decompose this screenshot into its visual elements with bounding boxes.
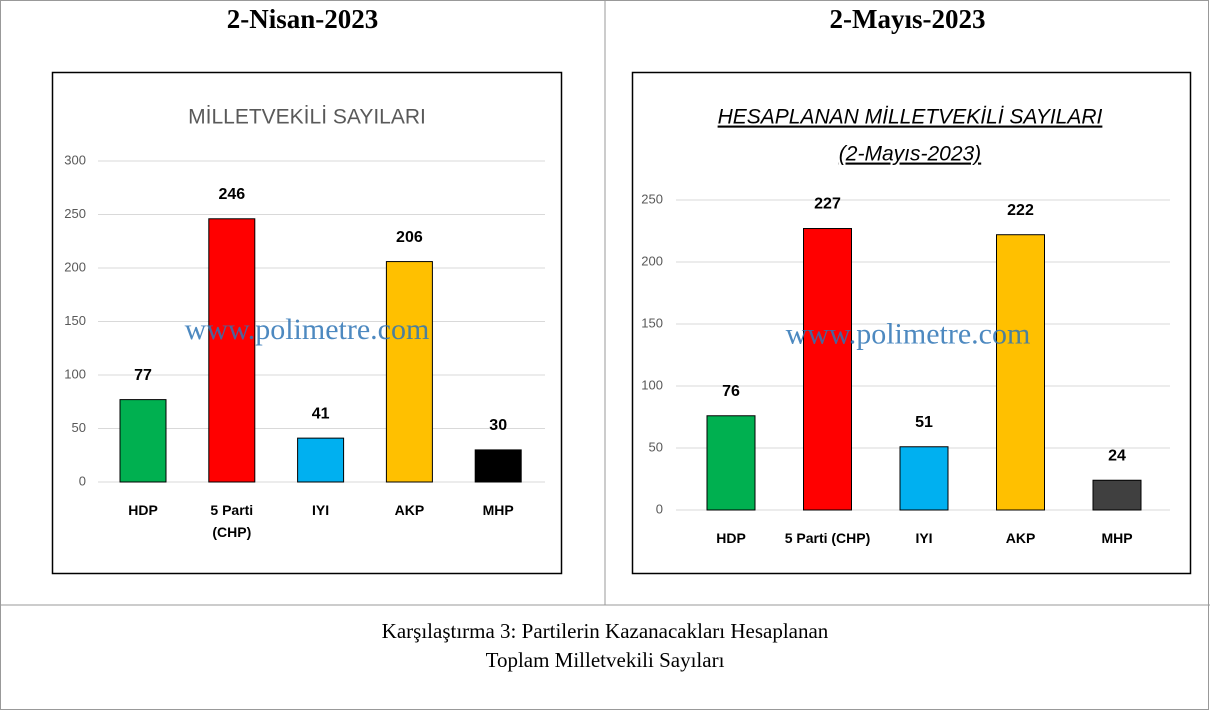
bar [1092, 479, 1142, 511]
y-tick-label: 200 [641, 253, 663, 268]
y-tick-label: 100 [641, 377, 663, 392]
data-label: 227 [814, 196, 841, 213]
chart-frame [51, 71, 563, 575]
column-header: 2-Mayıs-2023 [829, 4, 986, 34]
data-label: 41 [312, 405, 330, 422]
x-tick-label: MHP [1101, 530, 1133, 546]
y-tick-label: 0 [79, 473, 86, 488]
y-tick-label: 0 [656, 501, 663, 516]
bar [996, 234, 1045, 511]
caption: Karşılaştırma 3: Partilerin Kazanacaklar… [381, 619, 829, 643]
watermark: www.polimetre.com [786, 317, 1031, 350]
y-tick-label: 150 [64, 313, 86, 328]
chart-subtitle: (2-Mayıs-2023) [839, 143, 981, 166]
x-tick-label: IYI [915, 530, 933, 546]
x-tick-label: HDP [716, 530, 746, 546]
bar [803, 228, 852, 511]
bar [385, 261, 433, 483]
x-tick-label: IYI [312, 502, 330, 518]
x-tick-label: 5 Parti (CHP) [210, 502, 254, 540]
y-tick-label: 150 [641, 315, 663, 330]
x-tick-label: MHP [482, 502, 514, 518]
chart-title: HESAPLANAN MİLLETVEKİLİ SAYILARI [718, 106, 1103, 129]
y-tick-label: 100 [64, 366, 86, 381]
chart-title: MİLLETVEKİLİ SAYILARI [188, 106, 426, 129]
y-tick-label: 50 [72, 420, 86, 435]
y-tick-label: 250 [641, 191, 663, 206]
data-label: 77 [134, 367, 152, 384]
x-tick-label: AKP [1005, 530, 1036, 546]
x-tick-label: 5 Parti (CHP) [784, 530, 871, 546]
bar [706, 415, 756, 511]
data-label: 24 [1108, 447, 1126, 464]
x-tick-label: AKP [394, 502, 425, 518]
data-label: 246 [218, 186, 245, 203]
bar [474, 449, 522, 483]
y-tick-label: 300 [64, 152, 86, 167]
data-label: 76 [722, 383, 740, 400]
data-label: 51 [915, 414, 933, 431]
column-header: 2-Nisan-2023 [226, 4, 379, 34]
x-tick-label: HDP [128, 502, 158, 518]
bar [119, 399, 167, 483]
bar [899, 446, 949, 511]
y-tick-label: 50 [649, 439, 663, 454]
y-tick-label: 200 [64, 259, 86, 274]
watermark: www.polimetre.com [185, 313, 430, 346]
y-tick-label: 250 [64, 206, 86, 221]
data-label: 206 [396, 229, 423, 246]
bar [208, 218, 256, 483]
data-label: 222 [1007, 202, 1034, 219]
data-label: 30 [489, 417, 507, 434]
bar [297, 437, 345, 483]
caption: Toplam Milletvekili Sayıları [485, 648, 725, 672]
